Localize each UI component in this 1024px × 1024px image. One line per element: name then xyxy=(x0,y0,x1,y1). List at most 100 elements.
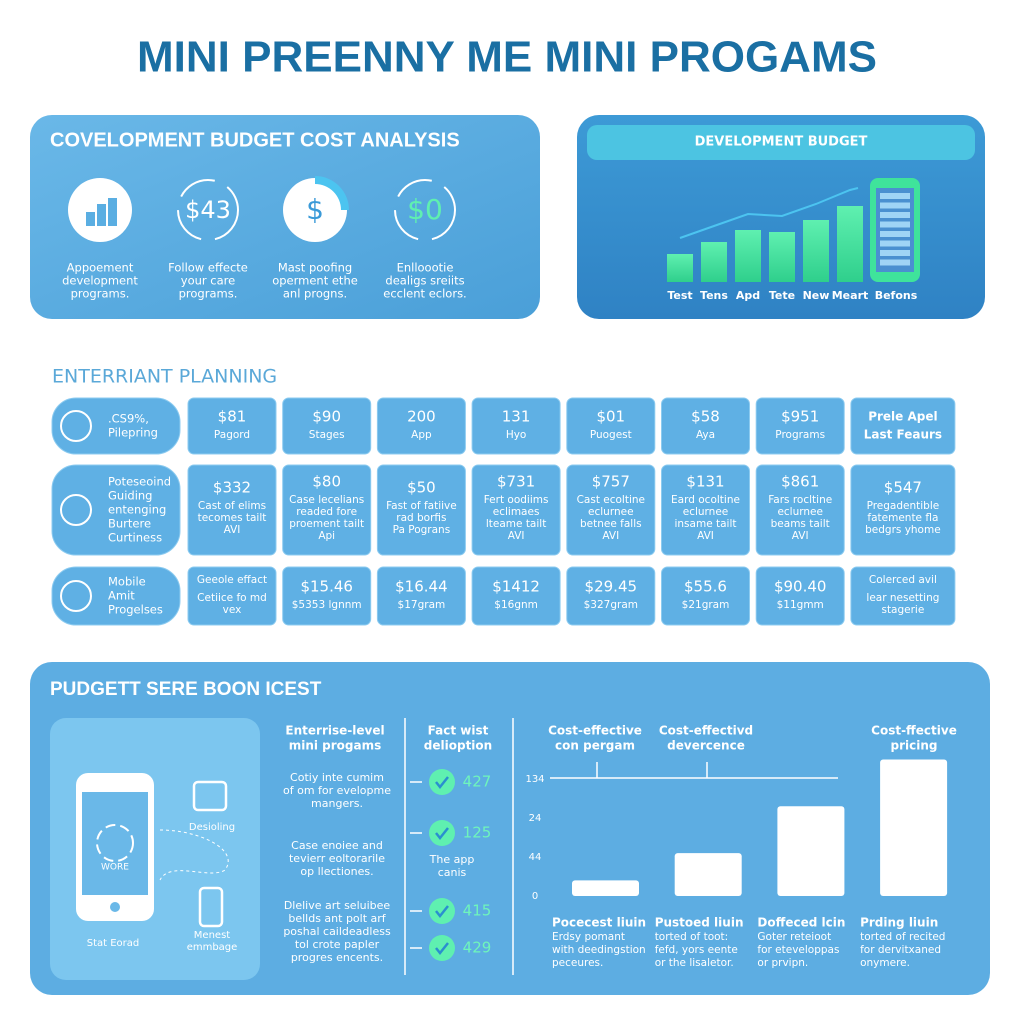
cell xyxy=(850,566,956,626)
cell-value: $90 xyxy=(312,408,341,426)
cell-text: Fert oodiims xyxy=(484,494,549,506)
cell-text: insame tailt xyxy=(674,518,736,530)
icon-caption: Enlloootie xyxy=(397,261,454,275)
cell-text: $17gram xyxy=(398,599,446,611)
row-label: entenging xyxy=(108,503,166,517)
row-icon xyxy=(60,494,92,526)
bar xyxy=(803,220,829,282)
cell-text: Fars rocltine xyxy=(768,494,832,506)
cell-value: 200 xyxy=(407,408,436,426)
cell xyxy=(376,566,466,626)
cell xyxy=(187,566,277,626)
cell-text: $16gnm xyxy=(494,599,538,611)
column-text: bellds ant polt arf xyxy=(288,912,386,925)
icon-bar xyxy=(97,204,106,226)
x-tick-label: Meart xyxy=(832,289,869,302)
row-label-cell xyxy=(51,464,181,556)
cell xyxy=(471,566,561,626)
footer-text: peceures. xyxy=(552,957,603,969)
icon-bar xyxy=(108,198,117,226)
connector xyxy=(159,829,229,881)
cell-text: Stages xyxy=(309,429,345,441)
bar-header: Cost-effective xyxy=(548,724,642,738)
cell-value: $90.40 xyxy=(774,578,827,596)
row-label-cell xyxy=(51,566,181,626)
cell xyxy=(566,464,656,556)
cell-text: AVI xyxy=(602,530,619,542)
icon-caption: anl progns. xyxy=(283,287,347,301)
x-tick-label: Apd xyxy=(736,289,760,302)
phone-button xyxy=(110,902,120,912)
cell-text: AVI xyxy=(508,530,525,542)
cell xyxy=(471,464,561,556)
cell-text: Case lecelians xyxy=(289,494,364,506)
cell xyxy=(566,397,656,455)
cell xyxy=(376,397,466,455)
cell-text: Pagord xyxy=(214,429,250,441)
phone-screen xyxy=(82,792,148,895)
footer-text: torted of recited xyxy=(860,931,945,943)
bar xyxy=(674,853,742,896)
cell-text: proement tailt xyxy=(289,518,364,530)
bar-header: Cost-ffective xyxy=(871,724,957,738)
row-label: Pilepring xyxy=(108,426,158,440)
bar xyxy=(667,254,693,282)
cell-text: betnee falls xyxy=(580,518,642,530)
screen-label: WORE xyxy=(101,863,129,873)
phone-screen xyxy=(876,188,914,272)
cell xyxy=(282,566,372,626)
icon-circle xyxy=(283,178,347,242)
column-text: Case enoiee and xyxy=(291,839,383,852)
cell xyxy=(661,397,750,455)
row-label: Poteseoind xyxy=(108,475,171,489)
axis-label: 0 xyxy=(532,891,538,902)
footer-text: with deedingstion xyxy=(552,944,646,956)
footer-title: Pocecest liuin xyxy=(552,916,646,930)
phone-row xyxy=(880,250,910,256)
bar-header: devercence xyxy=(667,739,745,753)
cell-value: $547 xyxy=(884,479,922,497)
icon-caption: development xyxy=(62,274,138,288)
cell xyxy=(566,566,656,626)
cell-text: readed fore xyxy=(296,506,357,518)
footer-text: for dervitxaned xyxy=(860,944,941,956)
cell-value: $81 xyxy=(218,408,247,426)
sync-icon xyxy=(96,824,134,862)
cell-value: $55.6 xyxy=(684,578,727,596)
bar-header: con pergam xyxy=(555,739,635,753)
cell-value: $861 xyxy=(781,473,819,491)
x-tick-label: Tete xyxy=(769,289,795,302)
icon-caption: Mast poofing xyxy=(278,261,352,275)
icon-caption: Appoement xyxy=(67,261,134,275)
budget-header xyxy=(587,125,975,160)
column-text: poshal caildeadless xyxy=(283,925,391,938)
column-text: canis xyxy=(438,866,467,879)
x-tick-label: Tens xyxy=(700,289,728,302)
cell-value: $29.45 xyxy=(585,578,638,596)
cell-value: $731 xyxy=(497,473,535,491)
check-badge xyxy=(429,769,455,795)
cell-value: $80 xyxy=(312,473,341,491)
cell-text: tecomes tailt xyxy=(198,512,267,524)
cell-text: Programs xyxy=(775,429,825,441)
row-label: Progelses xyxy=(108,603,163,617)
cell-text: Hyo xyxy=(506,429,527,441)
check-badge xyxy=(429,820,455,846)
column-text: tevierr eoltorarile xyxy=(289,852,385,865)
cell-text: Cetiice fo md xyxy=(197,592,267,604)
cell-text: $5353 lgnnm xyxy=(292,599,362,611)
icon-label: Menest xyxy=(194,930,230,941)
cell-text: lteame tailt xyxy=(486,518,546,530)
column-text: Dlelive art seluibee xyxy=(284,899,391,912)
cell xyxy=(850,464,956,556)
icon-caption: programs. xyxy=(71,287,130,301)
cell-text: eclurnee xyxy=(777,506,823,518)
column-text: of om for evelopme xyxy=(283,784,391,797)
cell-text: lear nesetting xyxy=(866,592,939,604)
cell-value: $16.44 xyxy=(395,578,448,596)
device-caption: Stat Eorad xyxy=(87,938,140,949)
bar-header: Cost-effectivd xyxy=(659,724,753,738)
cell-value: $01 xyxy=(596,408,625,426)
cell-value: Geeole effact xyxy=(197,574,267,586)
